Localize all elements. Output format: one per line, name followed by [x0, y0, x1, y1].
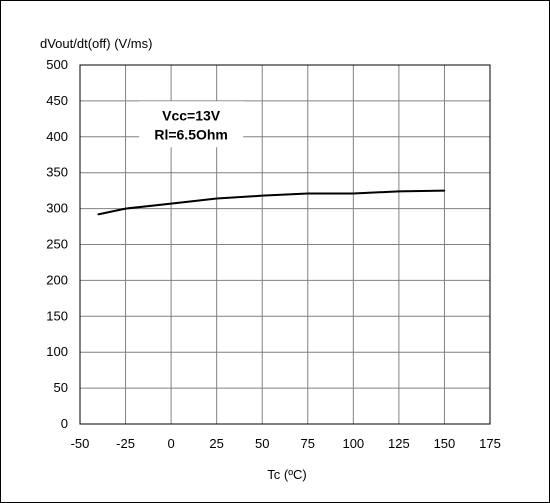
- data-point: [215, 197, 218, 200]
- data-point: [261, 194, 264, 197]
- y-tick-label: 200: [46, 272, 68, 287]
- y-tick-label: 0: [61, 416, 68, 431]
- y-axis-ticks: 0 50 100 150 200 250 300 350 400 450 500: [46, 57, 68, 431]
- x-tick-label: 25: [209, 436, 223, 451]
- annotation-rl: Rl=6.5Ohm: [154, 126, 228, 142]
- y-axis-label: dVout/dt(off) (V/ms): [40, 36, 152, 51]
- x-tick-label: 0: [167, 436, 174, 451]
- annotation-vcc: Vcc=13V: [162, 107, 221, 123]
- y-tick-label: 250: [46, 237, 68, 252]
- data-point: [97, 213, 100, 216]
- x-tick-label: 50: [255, 436, 269, 451]
- y-tick-label: 500: [46, 57, 68, 72]
- y-tick-label: 350: [46, 165, 68, 180]
- x-axis-label: Tc (ºC): [267, 467, 306, 482]
- data-point: [352, 192, 355, 195]
- x-tick-label: 100: [342, 436, 364, 451]
- x-tick-label: -50: [71, 436, 90, 451]
- y-tick-label: 300: [46, 201, 68, 216]
- y-tick-label: 400: [46, 129, 68, 144]
- data-point: [443, 189, 446, 192]
- series-line: [98, 189, 445, 216]
- data-point: [170, 202, 172, 205]
- x-tick-label: 150: [434, 436, 456, 451]
- x-axis-ticks: -50 -25 0 25 50 75 100 125 150 175: [71, 436, 501, 451]
- y-tick-label: 100: [46, 344, 68, 359]
- data-point: [306, 192, 309, 195]
- x-tick-label: 125: [388, 436, 410, 451]
- y-tick-label: 50: [54, 380, 68, 395]
- x-tick-label: 175: [479, 436, 501, 451]
- data-point: [398, 190, 400, 193]
- y-tick-label: 150: [46, 308, 68, 323]
- data-point: [124, 207, 127, 210]
- y-tick-label: 450: [46, 93, 68, 108]
- annotation-box: Vcc=13V Rl=6.5Ohm: [139, 101, 244, 148]
- x-tick-label: 75: [301, 436, 315, 451]
- plot-area: [79, 64, 491, 425]
- x-tick-label: -25: [116, 436, 135, 451]
- series-group: [97, 189, 446, 216]
